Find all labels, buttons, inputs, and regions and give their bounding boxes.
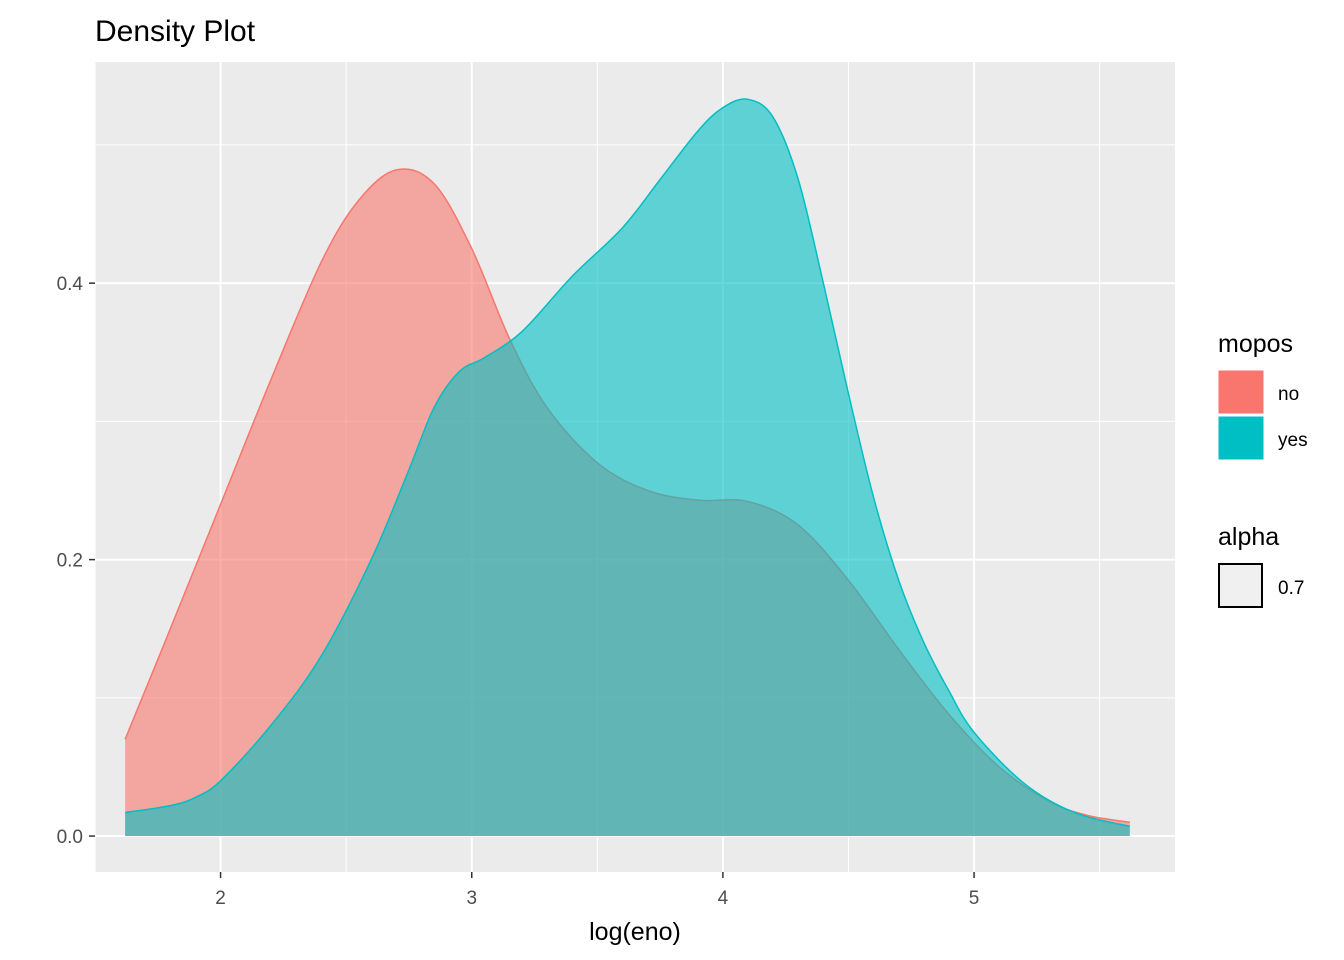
density-outline-yes <box>125 98 1130 828</box>
legend-alpha-title: alpha <box>1218 523 1279 551</box>
legend-key-alpha <box>1218 563 1263 608</box>
legend-label-no: no <box>1278 384 1299 405</box>
x-tick-label-1: 3 <box>466 888 477 909</box>
y-tick-label-0: 0.0 <box>57 827 83 848</box>
density-areas <box>124 98 1130 837</box>
legend-label-yes: yes <box>1278 430 1308 451</box>
x-axis: 2 3 4 5 <box>215 872 979 909</box>
x-tick-label-2: 4 <box>718 888 729 909</box>
x-axis-title: log(eno) <box>589 918 681 946</box>
legend-alpha: alpha 0.7 <box>1218 523 1304 608</box>
x-tick-label-0: 2 <box>215 888 226 909</box>
chart-title: Density Plot <box>95 15 256 48</box>
legend-mopos-title: mopos <box>1218 330 1293 358</box>
x-tick-label-3: 5 <box>969 888 980 909</box>
y-tick-label-1: 0.2 <box>57 551 83 572</box>
density-area-yes <box>125 98 1130 837</box>
y-axis: 0.0 0.2 0.4 <box>57 274 95 848</box>
legend-key-no <box>1217 369 1265 415</box>
legend-mopos: mopos no yes <box>1217 330 1308 461</box>
legend-label-alpha: 0.7 <box>1278 578 1304 599</box>
legend-key-yes <box>1217 415 1265 461</box>
y-tick-label-2: 0.4 <box>57 274 84 295</box>
